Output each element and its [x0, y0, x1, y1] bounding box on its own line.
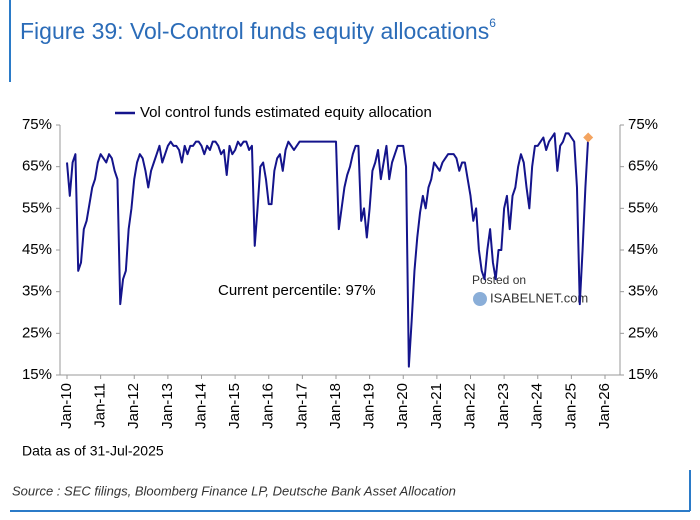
annotation: Current percentile: 97%	[218, 282, 376, 299]
x-tick-label: Jan-10	[58, 383, 75, 429]
x-tick-label: Jan-18	[327, 383, 344, 429]
series-line	[66, 132, 590, 368]
y-tick-label: 35%	[22, 283, 52, 300]
x-tick-label: Jan-23	[495, 383, 512, 429]
y-tick-label: 15%	[22, 366, 52, 383]
x-tick-label: Jan-15	[226, 383, 243, 429]
x-tick-label: Jan-20	[394, 383, 411, 429]
watermark: ISABELNET.com	[490, 290, 588, 305]
legend-label: Vol control funds estimated equity alloc…	[140, 104, 432, 121]
y2-tick-label: 25%	[628, 324, 658, 341]
title-superscript: 6	[489, 16, 496, 30]
source-note: Source : SEC filings, Bloomberg Finance …	[12, 483, 456, 498]
watermark: Posted on	[472, 273, 526, 287]
annotation: Data as of 31-Jul-2025	[22, 443, 164, 459]
x-tick-label: Jan-12	[125, 383, 142, 429]
y-tick-label: 55%	[22, 199, 52, 216]
y2-tick-label: 45%	[628, 241, 658, 258]
x-tick-label: Jan-19	[361, 383, 378, 429]
x-tick-label: Jan-21	[428, 383, 445, 429]
x-tick-label: Jan-16	[260, 383, 277, 429]
y-tick-label: 65%	[22, 158, 52, 175]
y-tick-label: 25%	[22, 324, 52, 341]
y2-tick-label: 15%	[628, 366, 658, 383]
watermark-logo	[473, 292, 487, 306]
x-tick-label: Jan-11	[92, 383, 109, 428]
x-tick-label: Jan-24	[529, 383, 546, 429]
x-tick-label: Jan-25	[562, 383, 579, 429]
y2-tick-label: 75%	[628, 116, 658, 133]
x-tick-label: Jan-26	[596, 383, 613, 429]
x-tick-label: Jan-13	[159, 383, 176, 429]
x-tick-label: Jan-17	[293, 383, 310, 429]
last-point-marker	[583, 132, 594, 143]
y-tick-label: 75%	[22, 116, 52, 133]
title-text: Figure 39: Vol-Control funds equity allo…	[20, 18, 489, 44]
y2-tick-label: 65%	[628, 158, 658, 175]
x-tick-label: Jan-22	[461, 383, 478, 429]
y2-tick-label: 35%	[628, 283, 658, 300]
chart-title: Figure 39: Vol-Control funds equity allo…	[20, 16, 496, 44]
y-tick-label: 45%	[22, 241, 52, 258]
y2-tick-label: 55%	[628, 199, 658, 216]
x-tick-label: Jan-14	[192, 383, 209, 429]
